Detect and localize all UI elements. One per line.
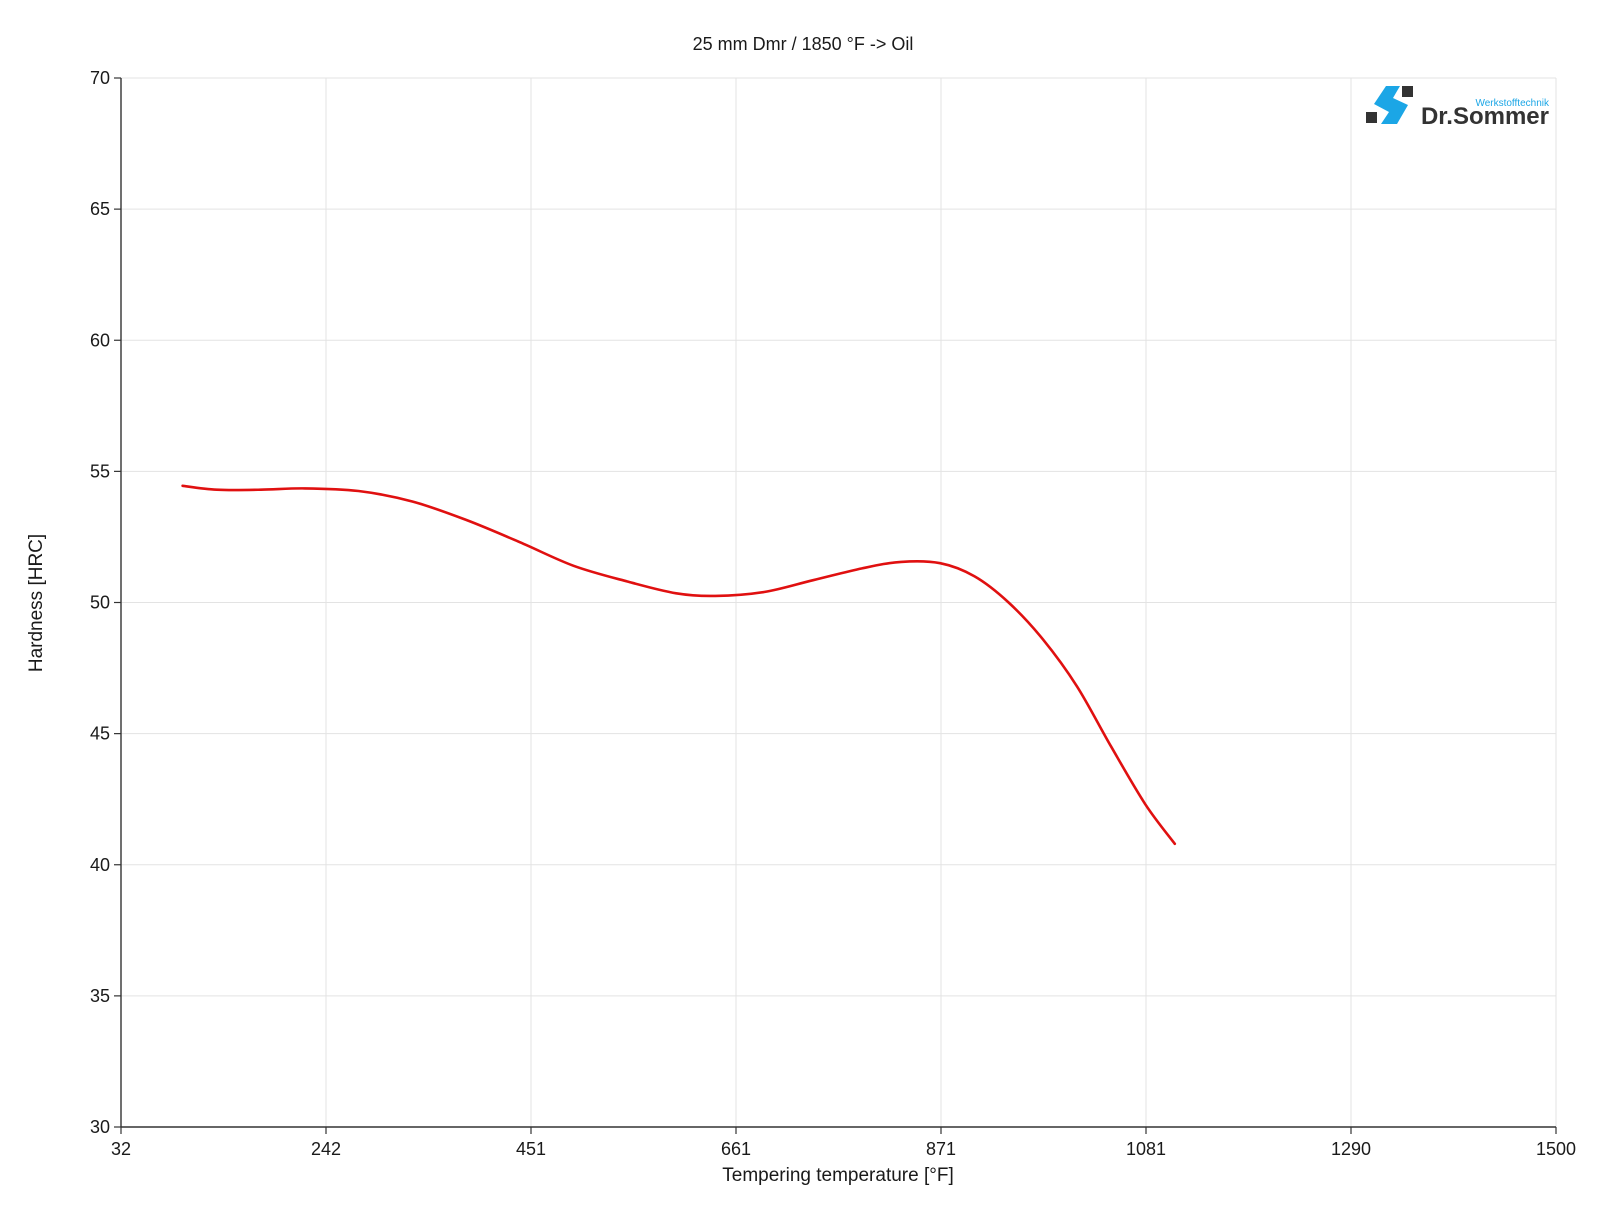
x-tick-label: 1290 bbox=[1331, 1139, 1371, 1159]
ticks: 32 242 451 661 871 1081 1290 1500 30 35 40 45 50 55 60… bbox=[90, 68, 1576, 1159]
x-tick-label: 871 bbox=[926, 1139, 956, 1159]
y-tick-label: 65 bbox=[90, 199, 110, 219]
logo-square-dark-left bbox=[1366, 112, 1377, 123]
y-tick-label: 60 bbox=[90, 330, 110, 350]
x-tick-label: 32 bbox=[111, 1139, 131, 1159]
logo-tagline: Werkstofftechnik bbox=[1475, 98, 1550, 109]
chart-title: 25 mm Dmr / 1850 °F -> Oil bbox=[693, 34, 914, 54]
series bbox=[181, 484, 1177, 846]
y-tick-label: 45 bbox=[90, 724, 110, 744]
y-tick-label: 35 bbox=[90, 986, 110, 1006]
y-tick-label: 40 bbox=[90, 855, 110, 875]
x-tick-label: 242 bbox=[311, 1139, 341, 1159]
y-axis-label: Hardness [HRC] bbox=[26, 534, 47, 672]
y-tick-label: 50 bbox=[90, 593, 110, 613]
y-tick-label: 30 bbox=[90, 1117, 110, 1137]
dr-sommer-logo: Werkstofftechnik Dr.Sommer bbox=[1366, 86, 1550, 130]
logo-brand: Dr.Sommer bbox=[1421, 103, 1549, 130]
series-line-0 bbox=[181, 484, 1177, 846]
x-tick-label: 451 bbox=[516, 1139, 546, 1159]
logo-s-shape-icon bbox=[1374, 86, 1408, 124]
y-tick-label: 70 bbox=[90, 68, 110, 88]
x-tick-label: 1081 bbox=[1126, 1139, 1166, 1159]
y-tick-label: 55 bbox=[90, 461, 110, 481]
grid bbox=[121, 77, 1557, 1127]
x-tick-label: 661 bbox=[721, 1139, 751, 1159]
x-tick-label: 1500 bbox=[1536, 1139, 1576, 1159]
logo-square-dark-right bbox=[1402, 86, 1413, 97]
x-axis-label: Tempering temperature [°F] bbox=[722, 1165, 953, 1186]
